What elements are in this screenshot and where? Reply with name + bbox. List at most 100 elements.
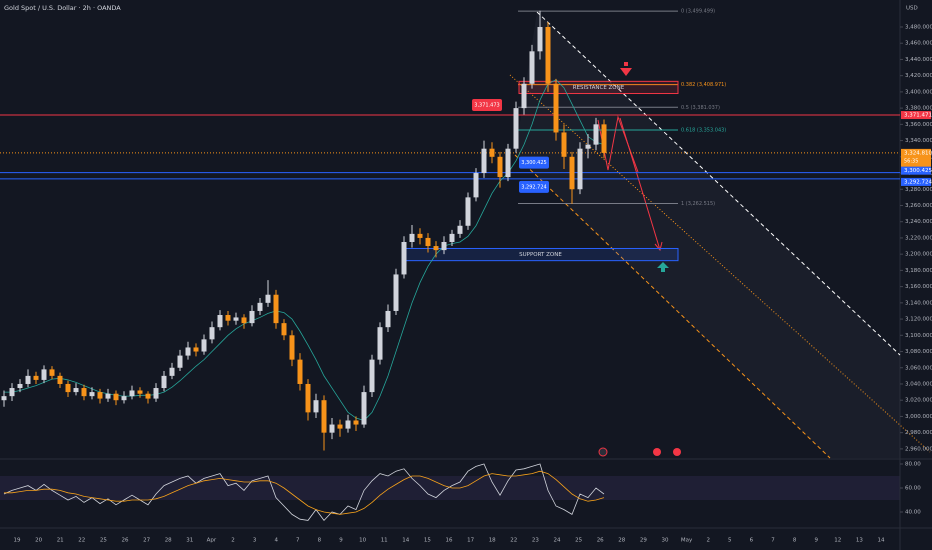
- zone: [518, 80, 679, 95]
- x-tick-label: 18: [489, 538, 496, 544]
- candle-body: [433, 246, 439, 251]
- projection-arrow: [619, 117, 663, 252]
- candle-body: [561, 132, 567, 157]
- candle-body: [57, 375, 63, 384]
- x-tick-label: 14: [402, 538, 409, 544]
- event-icon[interactable]: [653, 448, 661, 456]
- channel-fill: [515, 12, 900, 458]
- rsi-tick-label: 80.00: [905, 462, 921, 468]
- down-arrow-icon: [620, 62, 632, 76]
- channel-mid-line: [509, 74, 931, 453]
- candle-body: [225, 315, 231, 321]
- candle-body: [161, 375, 167, 389]
- candle-body: [217, 315, 223, 328]
- x-tick-label: 22: [78, 538, 85, 544]
- candle-body: [25, 375, 31, 384]
- y-tick-label: 3,360.000: [905, 122, 932, 128]
- candle-body: [329, 424, 335, 433]
- candle-body: [497, 156, 503, 178]
- x-tick-label: May: [681, 538, 693, 544]
- candle-body: [353, 420, 359, 425]
- channel-line: [514, 154, 831, 459]
- y-tick-label: 3,380.000: [905, 106, 932, 112]
- x-tick-label: Apr: [207, 538, 217, 544]
- candle-body: [345, 420, 351, 429]
- x-tick-label: 10: [359, 538, 366, 544]
- candle-body: [513, 108, 519, 149]
- y-tick-label: 3,200.000: [905, 252, 932, 258]
- candle-body: [521, 83, 527, 109]
- x-tick-label: 9: [339, 538, 343, 544]
- countdown: 56:35: [904, 158, 918, 164]
- candle-body: [9, 388, 15, 397]
- candle-body: [537, 26, 543, 52]
- candle-body: [1, 396, 7, 401]
- price-tag: [519, 180, 549, 193]
- price-tag: [519, 156, 549, 169]
- x-tick-label: 20: [35, 538, 42, 544]
- candle-body: [505, 148, 511, 178]
- x-tick-label: 24: [554, 538, 561, 544]
- x-tick-label: 22: [510, 538, 517, 544]
- zone-label: RESISTANCE ZONE: [573, 85, 625, 91]
- y-tick-label: 3,080.000: [905, 349, 932, 355]
- candle-body: [585, 144, 591, 149]
- event-icon[interactable]: [673, 448, 681, 456]
- x-tick-label: 25: [575, 538, 582, 544]
- candle-body: [409, 233, 415, 242]
- y-tick-label: 2,960.000: [905, 446, 932, 452]
- candle-body: [473, 173, 479, 198]
- candle-body: [177, 355, 183, 368]
- candle-body: [425, 237, 431, 247]
- x-tick-label: 30: [662, 538, 669, 544]
- candle-body: [481, 148, 487, 174]
- y-tick-label: 3,480.000: [905, 24, 932, 30]
- axis-price-tag: [901, 148, 931, 167]
- y-tick-label: 3,440.000: [905, 57, 932, 63]
- candle-body: [97, 392, 103, 399]
- x-tick-label: 13: [856, 538, 863, 544]
- candle-body: [337, 424, 343, 429]
- rsi-line: [3, 463, 605, 522]
- y-tick-label: 3,020.000: [905, 398, 932, 404]
- fib-label: 0.382 (3,408.971): [681, 82, 726, 88]
- x-tick-label: 7: [771, 538, 775, 544]
- candle-body: [529, 51, 535, 84]
- axis-price-tag: [901, 177, 931, 186]
- y-tick-label: 3,460.000: [905, 41, 932, 47]
- x-tick-label: 28: [165, 538, 172, 544]
- x-tick-label: 26: [597, 538, 604, 544]
- candle-body: [249, 310, 255, 324]
- zone-label: SUPPORT ZONE: [519, 252, 562, 258]
- x-tick-label: 6: [750, 538, 754, 544]
- candle-body: [553, 83, 559, 133]
- candle-body: [185, 347, 191, 356]
- event-icon[interactable]: [598, 447, 608, 457]
- y-tick-label: 3,180.000: [905, 268, 932, 274]
- up-arrow-icon: [657, 262, 669, 272]
- y-tick-label: 3,420.000: [905, 73, 932, 79]
- y-tick-label: 3,000.000: [905, 414, 932, 420]
- candle-body: [441, 241, 447, 251]
- candle-body: [169, 367, 175, 376]
- candle-body: [73, 388, 79, 393]
- candle-body: [193, 347, 199, 352]
- candle-body: [257, 302, 263, 311]
- rsi-band: [0, 476, 900, 500]
- candle-body: [449, 233, 455, 242]
- y-tick-label: 3,140.000: [905, 300, 932, 306]
- x-tick-label: 11: [381, 538, 388, 544]
- fib-label: 1 (3,262.515): [681, 201, 715, 207]
- x-tick-label: 19: [14, 538, 21, 544]
- moving-average: [4, 79, 605, 421]
- candle-body: [593, 124, 599, 145]
- candle-body: [281, 323, 287, 336]
- price-tag-label: 3,300.425: [521, 160, 546, 166]
- candle-body: [89, 392, 95, 397]
- currency[interactable]: USD: [906, 6, 918, 12]
- price-tag: [472, 99, 502, 112]
- y-tick-label: 3,400.000: [905, 89, 932, 95]
- x-tick-label: 2: [231, 538, 235, 544]
- rsi-tick-label: 60.00: [905, 486, 921, 492]
- candle-body: [209, 327, 215, 340]
